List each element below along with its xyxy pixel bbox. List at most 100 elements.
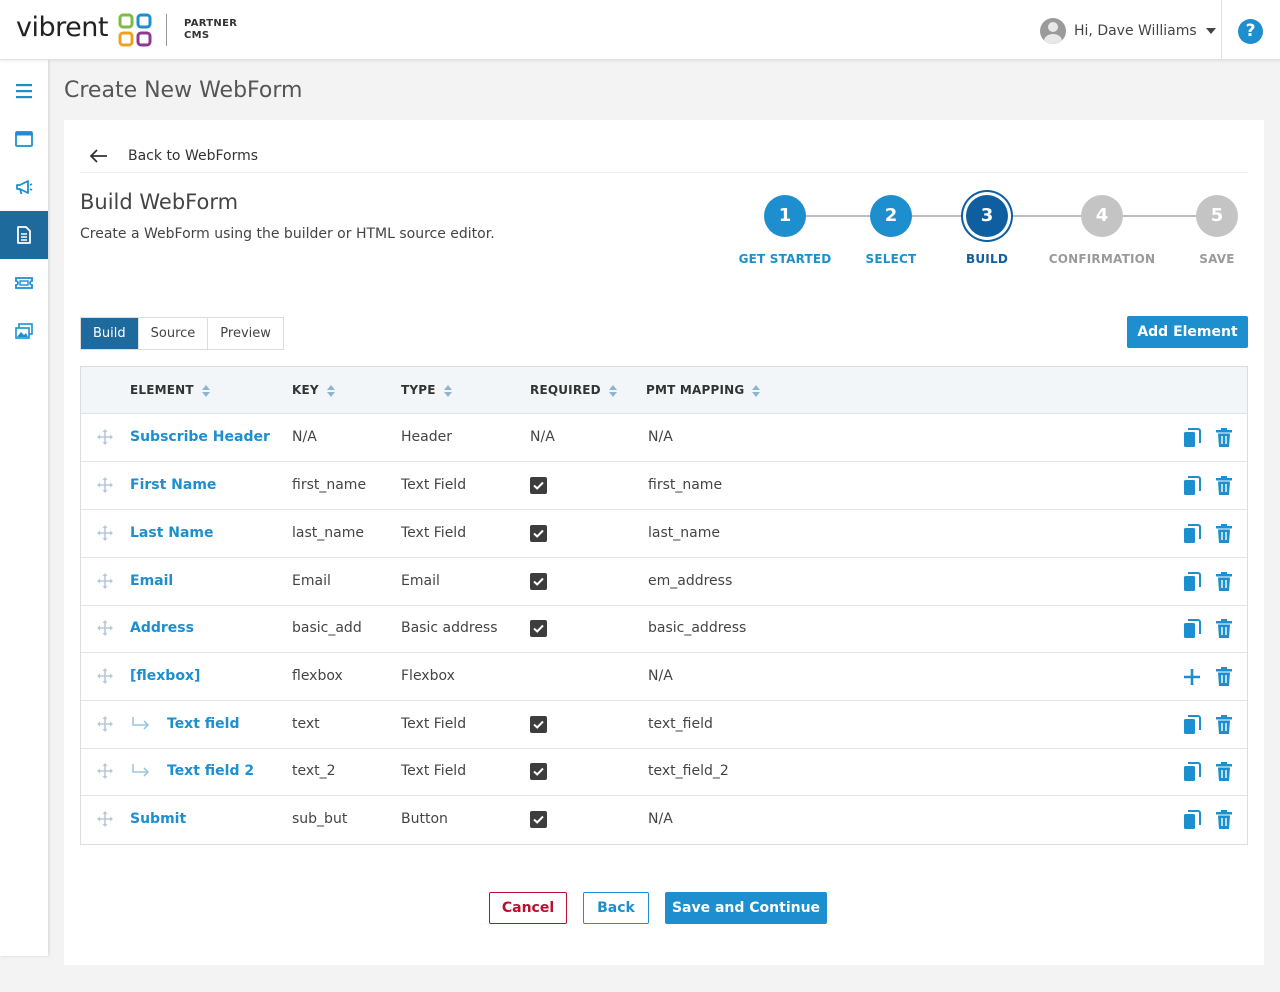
element-name-link[interactable]: [flexbox] — [130, 668, 201, 684]
element-type: Text Field — [401, 716, 467, 732]
copy-icon[interactable] — [1183, 476, 1201, 496]
nested-arrow-icon — [132, 764, 150, 777]
drag-handle-icon[interactable] — [97, 668, 113, 684]
tab-preview[interactable]: Preview — [207, 318, 283, 349]
required-checkbox[interactable] — [530, 525, 547, 542]
sidebar — [0, 60, 48, 956]
element-pmt-mapping: N/A — [648, 429, 673, 445]
trash-icon[interactable] — [1215, 428, 1233, 448]
check-icon — [533, 767, 544, 776]
check-icon — [533, 624, 544, 633]
trash-icon[interactable] — [1215, 524, 1233, 544]
column-header-pmt-mapping[interactable]: PMT MAPPING — [646, 367, 761, 414]
drag-handle-icon[interactable] — [97, 525, 113, 541]
trash-icon[interactable] — [1215, 715, 1233, 735]
column-header-type[interactable]: TYPE — [401, 367, 452, 414]
sort-icon — [608, 384, 617, 397]
column-header-element[interactable]: ELEMENT — [130, 367, 210, 414]
trash-icon[interactable] — [1215, 762, 1233, 782]
megaphone-icon — [16, 180, 33, 195]
user-menu[interactable]: Hi, Dave Williams — [1040, 18, 1216, 44]
element-name-link[interactable]: First Name — [130, 477, 217, 493]
sidebar-item-webforms[interactable] — [0, 211, 48, 259]
element-key: basic_add — [292, 620, 362, 636]
element-key: Email — [292, 573, 331, 589]
step-3: 3 — [966, 195, 1008, 237]
cancel-button[interactable]: Cancel — [489, 892, 567, 924]
drag-handle-icon[interactable] — [97, 573, 113, 589]
required-checkbox[interactable] — [530, 763, 547, 780]
trash-icon[interactable] — [1215, 619, 1233, 639]
avatar-icon — [1040, 18, 1066, 44]
element-name-link[interactable]: Text field — [167, 716, 240, 732]
drag-handle-icon[interactable] — [97, 716, 113, 732]
element-pmt-mapping: first_name — [648, 477, 723, 493]
sort-icon — [201, 384, 210, 397]
element-name-link[interactable]: Address — [130, 620, 194, 636]
drag-handle-icon[interactable] — [97, 620, 113, 636]
required-checkbox[interactable] — [530, 573, 547, 590]
copy-icon[interactable] — [1183, 715, 1201, 735]
element-type: Flexbox — [401, 668, 455, 684]
check-icon — [533, 815, 544, 824]
sidebar-item-media[interactable] — [0, 307, 48, 355]
column-header-key[interactable]: KEY — [292, 367, 335, 414]
card-divider — [80, 172, 1248, 173]
help-icon[interactable]: ? — [1238, 19, 1263, 44]
back-button[interactable]: Back — [583, 892, 649, 924]
add-element-button[interactable]: Add Element — [1127, 316, 1248, 348]
document-icon — [17, 226, 31, 244]
copy-icon[interactable] — [1183, 524, 1201, 544]
copy-icon[interactable] — [1183, 810, 1201, 830]
media-gallery-icon — [15, 323, 33, 339]
drag-handle-icon[interactable] — [97, 811, 113, 827]
step-2[interactable]: 2 — [870, 195, 912, 237]
tab-source[interactable]: Source — [137, 318, 208, 349]
trash-icon[interactable] — [1215, 572, 1233, 592]
sidebar-item-campaigns[interactable] — [0, 163, 48, 211]
element-name-link[interactable]: Subscribe Header — [130, 429, 270, 445]
required-checkbox[interactable] — [530, 620, 547, 637]
trash-icon[interactable] — [1215, 667, 1233, 687]
topbar-divider — [1221, 0, 1222, 60]
table-row: Submit sub_but Button N/A — [81, 796, 1247, 844]
trash-icon[interactable] — [1215, 810, 1233, 830]
column-header-required[interactable]: REQUIRED — [530, 367, 617, 414]
save-and-continue-button[interactable]: Save and Continue — [665, 892, 827, 924]
required-checkbox[interactable] — [530, 477, 547, 494]
sidebar-item-tickets[interactable] — [0, 259, 48, 307]
copy-icon[interactable] — [1183, 619, 1201, 639]
plus-icon[interactable] — [1183, 668, 1201, 686]
browser-window-icon — [15, 131, 33, 147]
trash-icon[interactable] — [1215, 476, 1233, 496]
drag-handle-icon[interactable] — [97, 429, 113, 445]
drag-handle-icon[interactable] — [97, 763, 113, 779]
element-type: Button — [401, 811, 448, 827]
element-pmt-mapping: em_address — [648, 573, 733, 589]
element-name-link[interactable]: Email — [130, 573, 174, 589]
required-checkbox[interactable] — [530, 811, 547, 828]
editor-tabs: Build Source Preview — [80, 317, 284, 350]
element-pmt-mapping: N/A — [648, 811, 673, 827]
copy-icon[interactable] — [1183, 428, 1201, 448]
top-bar: vibrent PARTNER CMS Hi, Dave Williams ? — [0, 0, 1280, 60]
sidebar-item-pages[interactable] — [0, 115, 48, 163]
step-1[interactable]: 1 — [764, 195, 806, 237]
user-greeting: Hi, Dave Williams — [1074, 23, 1197, 39]
element-name-link[interactable]: Submit — [130, 811, 187, 827]
copy-icon[interactable] — [1183, 762, 1201, 782]
element-name-link[interactable]: Last Name — [130, 525, 214, 541]
back-to-webforms-link[interactable]: Back to WebForms — [90, 144, 258, 168]
copy-icon[interactable] — [1183, 572, 1201, 592]
sidebar-item-menu[interactable] — [0, 67, 48, 115]
logo-divider — [166, 14, 167, 46]
element-name-link[interactable]: Text field 2 — [167, 763, 255, 779]
sort-icon — [443, 384, 452, 397]
drag-handle-icon[interactable] — [97, 477, 113, 493]
check-icon — [533, 481, 544, 490]
sort-icon — [326, 384, 335, 397]
required-checkbox[interactable] — [530, 716, 547, 733]
tab-build[interactable]: Build — [81, 318, 138, 349]
element-key: N/A — [292, 429, 317, 445]
table-row: First Name first_name Text Field first_name — [81, 462, 1247, 510]
